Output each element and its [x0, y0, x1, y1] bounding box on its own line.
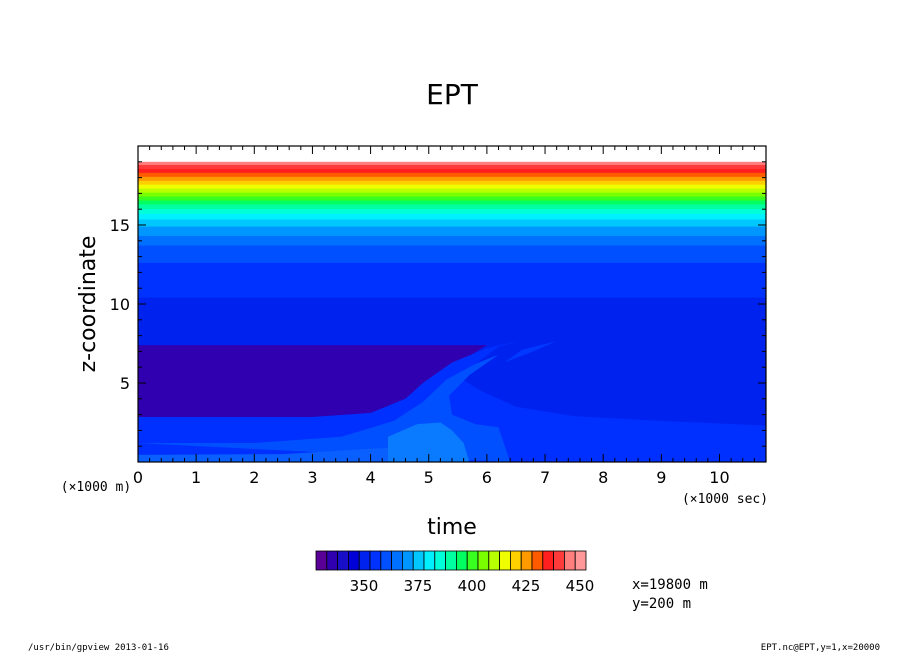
colorbar-swatch	[542, 550, 554, 571]
colorbar-label: 350	[350, 577, 379, 595]
y-axis-unit: (×1000 m)	[61, 480, 131, 495]
contour-band-15	[138, 219, 766, 228]
x-tick-label: 5	[424, 468, 434, 487]
contour-band-1	[138, 161, 766, 166]
x-position-note: x=19800 m	[632, 577, 708, 593]
contour-field	[138, 146, 766, 462]
colorbar-swatch	[445, 550, 457, 571]
contour-band-9	[138, 192, 766, 198]
colorbar-swatch	[434, 550, 446, 571]
contour-band-0	[138, 146, 766, 163]
x-tick-label: 3	[307, 468, 317, 487]
colorbar-swatch	[553, 550, 565, 571]
contour-band-19	[138, 262, 766, 299]
colorbar-swatch	[337, 550, 349, 571]
y-position-note: y=200 m	[632, 596, 691, 612]
colorbar-swatch	[574, 550, 587, 571]
x-tick-label: 6	[482, 468, 492, 487]
colorbar-swatch	[391, 550, 403, 571]
colorbar-label: 425	[512, 577, 541, 595]
colorbar-swatch	[326, 550, 338, 571]
side-streak	[504, 341, 557, 363]
colorbar-swatch	[358, 550, 371, 571]
contour-band-11	[138, 200, 766, 205]
surface-core	[388, 422, 470, 462]
colorbar-swatch	[412, 550, 425, 571]
contour-band-12	[138, 204, 766, 210]
y-tick-label: 5	[120, 374, 130, 393]
x-tick-label: 10	[709, 468, 729, 487]
x-tick-label: 2	[249, 468, 259, 487]
colorbar-swatch	[423, 550, 436, 571]
cold-pool	[138, 345, 487, 417]
colorbar-swatch	[369, 550, 382, 571]
contour-band-7	[138, 184, 766, 190]
y-axis-label: z-coordinate	[76, 236, 101, 373]
colorbar-swatch	[477, 550, 490, 571]
y-axis: 5 10 15	[110, 145, 766, 463]
contour-band-13	[138, 209, 766, 215]
x-tick-label: 4	[365, 468, 375, 487]
contour-band-2	[138, 164, 766, 170]
contour-band-6	[138, 180, 766, 186]
colorbar: 350 375 400 425 450	[315, 550, 595, 595]
contour-band-18	[138, 245, 766, 264]
colorbar-swatch	[564, 550, 576, 571]
colorbar-swatch	[455, 550, 468, 571]
colorbar-swatch	[488, 550, 500, 571]
colorbar-swatch	[520, 550, 533, 571]
contour-band-17	[138, 236, 766, 247]
footer-right: EPT.nc@EPT,y=1,x=20000	[761, 643, 880, 653]
x-tick-label: 8	[598, 468, 608, 487]
colorbar-swatch	[380, 550, 392, 571]
x-tick-label: 9	[656, 468, 666, 487]
x-tick-label: 1	[191, 468, 201, 487]
x-axis-label: time	[427, 515, 477, 540]
contour-band-8	[138, 188, 766, 194]
contour-band-5	[138, 176, 766, 182]
colorbar-label: 400	[458, 577, 487, 595]
colorbar-label: 375	[404, 577, 433, 595]
x-tick-label: 0	[133, 468, 143, 487]
contour-band-16	[138, 226, 766, 237]
lower-layer	[138, 340, 766, 462]
x-tick-label: 7	[540, 468, 550, 487]
colorbar-swatch	[509, 550, 522, 571]
colorbar-swatch	[466, 550, 479, 571]
x-axis: 0 1 2 3 4 5 6 7 8 9 10	[133, 146, 767, 487]
contour-band-4	[138, 172, 766, 178]
colorbar-swatch	[499, 550, 511, 571]
contour-band-10	[138, 196, 766, 202]
y-tick-label: 15	[110, 216, 130, 235]
x-axis-unit: (×1000 sec)	[682, 492, 768, 507]
contour-band-14	[138, 213, 766, 220]
colorbar-swatch	[315, 550, 328, 571]
contour-band-3	[138, 168, 766, 174]
surface-strip	[138, 447, 388, 462]
colorbar-label: 450	[566, 577, 595, 595]
chart-title: EPT	[426, 78, 479, 111]
y-tick-label: 10	[110, 295, 130, 314]
colorbar-swatch	[347, 550, 360, 571]
colorbar-swatch	[531, 550, 544, 571]
footer-left: /usr/bin/gpview 2013-01-16	[28, 643, 169, 653]
colorbar-swatch	[401, 550, 414, 571]
